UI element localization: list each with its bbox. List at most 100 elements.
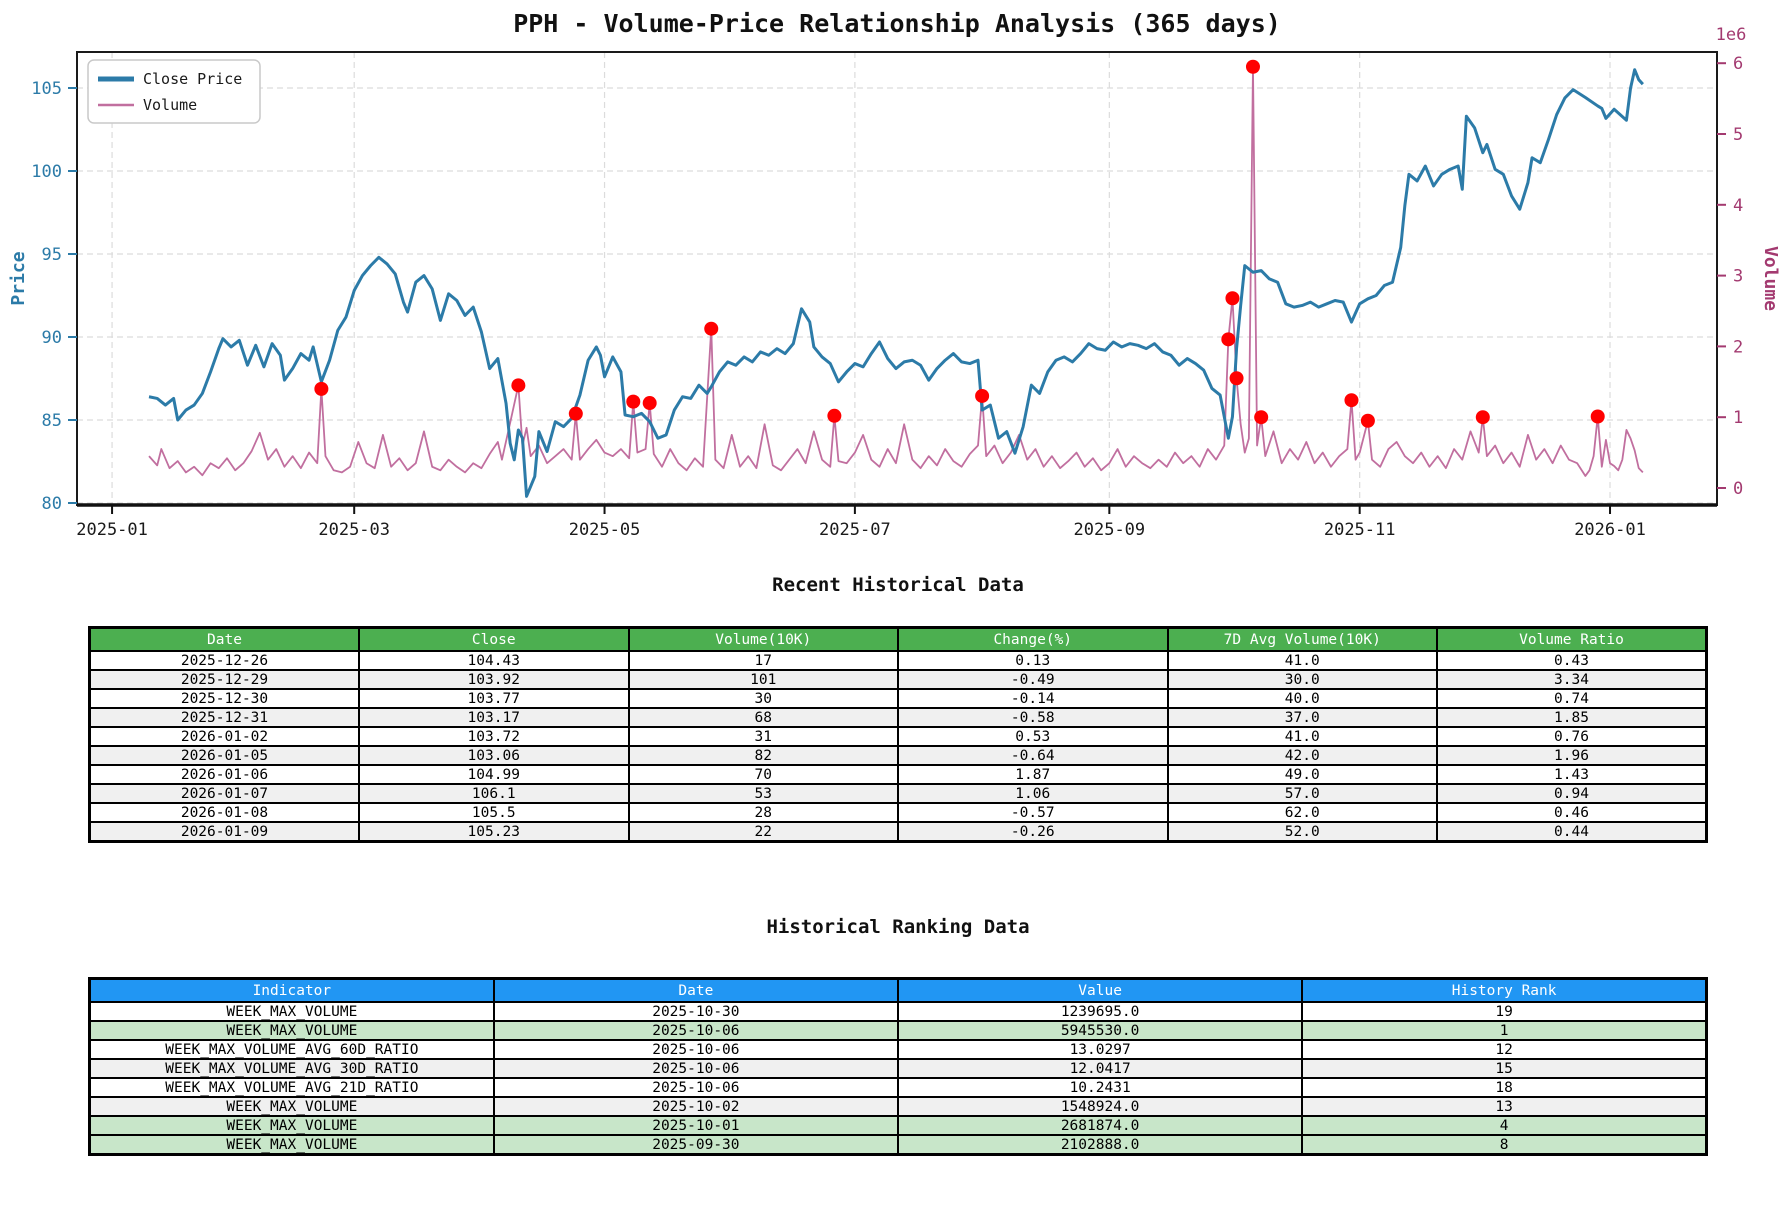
table-cell: 49.0 bbox=[1166, 764, 1438, 785]
table-cell: 40.0 bbox=[1166, 688, 1438, 709]
table-row: WEEK_MAX_VOLUME_AVG_21D_RATIO 2025-10-06 1… bbox=[88, 1077, 1708, 1098]
volume-tick-label: 1 bbox=[1733, 408, 1743, 428]
x-tick-label: 2025-07 bbox=[819, 520, 891, 540]
table-row: 2026-01-07 106.1 53 1.06 57.0 0.94 bbox=[88, 783, 1708, 804]
table-cell: -0.57 bbox=[897, 802, 1169, 823]
volume-spike-marker bbox=[1475, 410, 1490, 425]
table-cell: 2025-12-30 bbox=[88, 688, 360, 709]
column-header: Indicator bbox=[88, 977, 495, 1003]
table-cell: 103.17 bbox=[358, 707, 630, 728]
x-tick-label: 2026-01 bbox=[1574, 520, 1646, 540]
table-cell: 2025-09-30 bbox=[492, 1134, 900, 1156]
column-header: Volume(10K) bbox=[627, 626, 899, 652]
volume-spike-marker bbox=[1229, 371, 1244, 386]
table-cell: WEEK_MAX_VOLUME bbox=[88, 1096, 495, 1117]
table-cell: -0.64 bbox=[897, 745, 1169, 766]
table-cell: WEEK_MAX_VOLUME bbox=[88, 1020, 495, 1041]
price-tick-label: 90 bbox=[42, 328, 62, 348]
volume-line bbox=[148, 65, 1644, 477]
plot-border bbox=[76, 51, 1718, 506]
table-row: WEEK_MAX_VOLUME 2025-09-30 2102888.0 8 bbox=[88, 1134, 1708, 1156]
recent-data-heading: Recent Historical Data bbox=[772, 574, 1024, 596]
price-tick-label: 80 bbox=[42, 494, 62, 514]
table-cell: WEEK_MAX_VOLUME_AVG_60D_RATIO bbox=[88, 1039, 495, 1060]
table-row: 2025-12-26 104.43 17 0.13 41.0 0.43 bbox=[88, 650, 1708, 671]
table-cell: 18 bbox=[1301, 1077, 1708, 1098]
legend-close-price-label: Close Price bbox=[143, 70, 242, 88]
table-cell: 30 bbox=[627, 688, 899, 709]
table-cell: 12.0417 bbox=[896, 1058, 1304, 1079]
table-cell: -0.14 bbox=[897, 688, 1169, 709]
table-cell: 53 bbox=[627, 783, 899, 804]
table-cell: 101 bbox=[627, 669, 899, 690]
volume-spike-marker bbox=[827, 408, 842, 423]
table-cell: 104.99 bbox=[358, 764, 630, 785]
x-tick-label: 2025-09 bbox=[1074, 520, 1146, 540]
table-cell: 103.72 bbox=[358, 726, 630, 747]
table-cell: 31 bbox=[627, 726, 899, 747]
table-cell: 106.1 bbox=[358, 783, 630, 804]
table-cell: 0.94 bbox=[1436, 783, 1708, 804]
volume-spike-marker bbox=[1344, 393, 1359, 408]
table-cell: 52.0 bbox=[1166, 821, 1438, 843]
volume-spike-marker bbox=[568, 406, 583, 421]
chart-title: PPH - Volume-Price Relationship Analysis… bbox=[513, 9, 1281, 38]
table-cell: 41.0 bbox=[1166, 650, 1438, 671]
table-cell: 0.74 bbox=[1436, 688, 1708, 709]
table-cell: 4 bbox=[1301, 1115, 1708, 1136]
volume-spike-marker bbox=[314, 381, 329, 396]
volume-spike-marker bbox=[642, 396, 657, 411]
table-cell: 13.0297 bbox=[896, 1039, 1304, 1060]
price-tick-label: 85 bbox=[42, 411, 62, 431]
table-row: 2026-01-05 103.06 82 -0.64 42.0 1.96 bbox=[88, 745, 1708, 766]
volume-offset-label: 1e6 bbox=[1716, 25, 1747, 45]
table-cell: 2025-12-31 bbox=[88, 707, 360, 728]
table-cell: 2026-01-05 bbox=[88, 745, 360, 766]
table-cell: 1.85 bbox=[1436, 707, 1708, 728]
table-cell: 1239695.0 bbox=[896, 1001, 1304, 1022]
table-header-row: Indicator Date Value History Rank bbox=[88, 977, 1708, 1003]
close-price-line bbox=[148, 68, 1644, 498]
table-cell: 2025-10-30 bbox=[492, 1001, 900, 1022]
volume-spike-marker bbox=[626, 394, 641, 409]
volume-spike-marker bbox=[511, 378, 526, 393]
volume-spike-marker bbox=[1254, 410, 1269, 425]
table-cell: 62.0 bbox=[1166, 802, 1438, 823]
price-tick-label: 95 bbox=[42, 245, 62, 265]
table-cell: WEEK_MAX_VOLUME_AVG_30D_RATIO bbox=[88, 1058, 495, 1079]
table-cell: 2026-01-08 bbox=[88, 802, 360, 823]
volume-spike-marker bbox=[1221, 332, 1236, 347]
column-header: 7D Avg Volume(10K) bbox=[1166, 626, 1438, 652]
table-row: 2025-12-31 103.17 68 -0.58 37.0 1.85 bbox=[88, 707, 1708, 728]
table-cell: 15 bbox=[1301, 1058, 1708, 1079]
column-header: History Rank bbox=[1301, 977, 1708, 1003]
table-cell: 28 bbox=[627, 802, 899, 823]
table-cell: 1548924.0 bbox=[896, 1096, 1304, 1117]
table-cell: 104.43 bbox=[358, 650, 630, 671]
price-tick-label: 100 bbox=[31, 162, 62, 182]
table-cell: 2025-12-26 bbox=[88, 650, 360, 671]
table-cell: 105.23 bbox=[358, 821, 630, 843]
table-cell: 2026-01-06 bbox=[88, 764, 360, 785]
table-header-row: Date Close Volume(10K) Change(%) 7D Avg Volu… bbox=[88, 626, 1708, 652]
table-cell: 82 bbox=[627, 745, 899, 766]
table-cell: 0.46 bbox=[1436, 802, 1708, 823]
volume-tick-label: 4 bbox=[1733, 196, 1743, 216]
volume-spike-marker bbox=[1225, 291, 1240, 306]
table-cell: 2025-10-06 bbox=[492, 1020, 900, 1041]
column-header: Date bbox=[88, 626, 360, 652]
table-cell: 3.34 bbox=[1436, 669, 1708, 690]
table-cell: 2681874.0 bbox=[896, 1115, 1304, 1136]
table-cell: 1.43 bbox=[1436, 764, 1708, 785]
table-cell: -0.26 bbox=[897, 821, 1169, 843]
table-cell: 2026-01-09 bbox=[88, 821, 360, 843]
volume-spike-marker bbox=[1590, 409, 1605, 424]
volume-spike-marker bbox=[1360, 413, 1375, 428]
table-cell: 8 bbox=[1301, 1134, 1708, 1156]
table-cell: -0.49 bbox=[897, 669, 1169, 690]
table-cell: 57.0 bbox=[1166, 783, 1438, 804]
table-cell: 103.92 bbox=[358, 669, 630, 690]
table-cell: 0.76 bbox=[1436, 726, 1708, 747]
table-row: 2025-12-29 103.92 101 -0.49 30.0 3.34 bbox=[88, 669, 1708, 690]
table-cell: 17 bbox=[627, 650, 899, 671]
